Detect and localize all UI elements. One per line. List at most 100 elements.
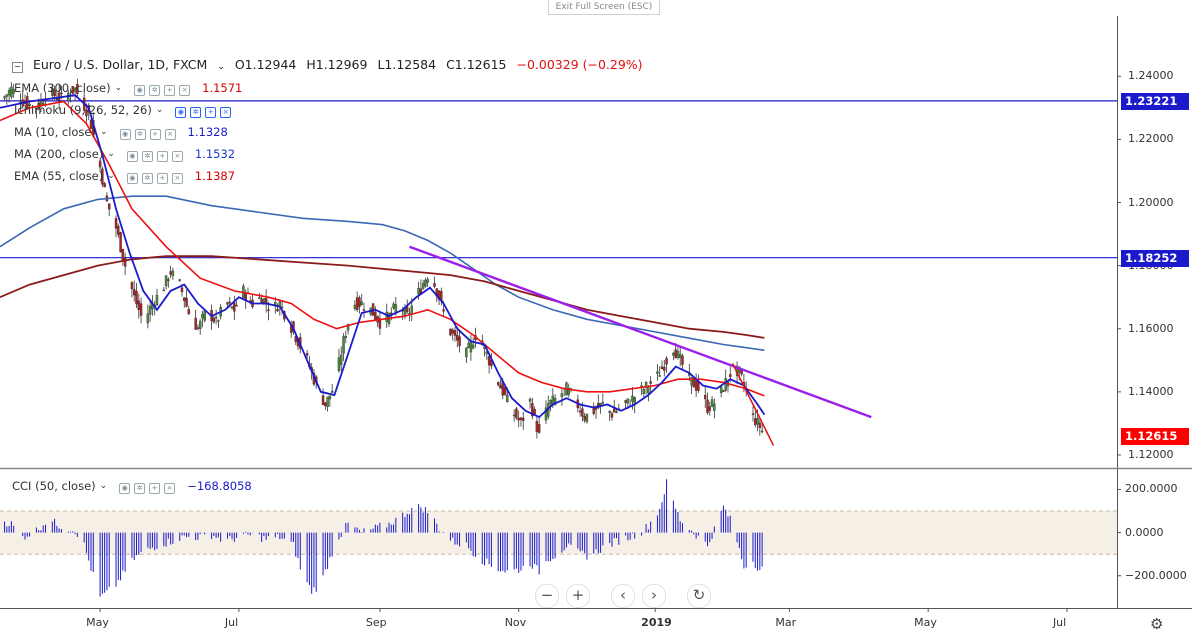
scroll-right-button[interactable]: › <box>642 584 666 608</box>
ohlc-high: H1.12969 <box>306 57 368 72</box>
eye-icon[interactable]: ◉ <box>119 482 131 494</box>
close-icon[interactable]: × <box>179 84 191 96</box>
candle-body <box>119 232 122 253</box>
indicator-label[interactable]: Ichimoku (9, 26, 52, 26) <box>14 103 152 117</box>
scroll-left-button[interactable]: ‹ <box>611 584 635 608</box>
indicator-label[interactable]: MA (200, close) <box>14 147 104 161</box>
candle-body <box>167 279 170 281</box>
cci-legend: CCI (50, close) ⌄ ◉ ✲ + × −168.8058 <box>12 477 256 495</box>
candle-body <box>162 289 166 292</box>
price-tick-label: 1.12000 <box>1128 447 1174 461</box>
candle-body <box>235 305 238 307</box>
chevron-down-icon[interactable]: ⌄ <box>217 62 225 72</box>
candle-body <box>751 413 755 415</box>
top-bar: Exit Full Screen (ESC) <box>0 0 1192 16</box>
chevron-down-icon[interactable]: ⌄ <box>99 127 108 137</box>
add-icon[interactable]: + <box>205 106 217 118</box>
candle-body <box>458 336 461 347</box>
gear-icon[interactable]: ✲ <box>134 482 146 494</box>
gear-icon[interactable]: ✲ <box>141 150 153 162</box>
candle-body <box>178 279 181 281</box>
eye-icon[interactable]: ◉ <box>134 84 146 96</box>
close-icon[interactable]: × <box>171 172 183 184</box>
indicator-label[interactable]: EMA (300, close) <box>14 81 111 95</box>
candle-body <box>328 395 332 400</box>
add-icon[interactable]: + <box>156 150 168 162</box>
candle-body <box>146 313 150 324</box>
candle-body <box>624 400 627 403</box>
cci-label[interactable]: CCI (50, close) <box>12 479 96 493</box>
candle-body <box>169 271 172 275</box>
candle-body <box>214 316 218 319</box>
eye-icon[interactable]: ◉ <box>119 128 131 140</box>
candle-body <box>12 89 15 94</box>
indicator-label[interactable]: MA (10, close) <box>14 125 96 139</box>
collapse-icon[interactable]: − <box>12 62 23 73</box>
eye-icon[interactable]: ◉ <box>175 106 187 118</box>
candle-body <box>3 96 6 99</box>
candle-body <box>647 387 650 394</box>
add-icon[interactable]: + <box>149 482 161 494</box>
indicator-row[interactable]: Ichimoku (9, 26, 52, 26) ⌄ ◉ ✲ + × <box>14 101 239 119</box>
candle-body <box>649 381 652 384</box>
candle-body <box>676 351 680 358</box>
candle-body <box>233 302 236 312</box>
indicator-row[interactable]: EMA (300, close) ⌄ ◉ ✲ + × 1.1571 <box>14 79 246 97</box>
candle-body <box>342 336 345 354</box>
add-icon[interactable]: + <box>149 128 161 140</box>
candle-body <box>658 375 661 377</box>
chevron-down-icon[interactable]: ⌄ <box>114 83 123 93</box>
candle-body <box>73 87 77 92</box>
chevron-down-icon[interactable]: ⌄ <box>107 149 115 159</box>
gear-icon[interactable]: ✲ <box>190 106 202 118</box>
close-icon[interactable]: × <box>164 128 176 140</box>
candle-body <box>137 300 140 311</box>
indicator-row[interactable]: EMA (55, close) ⌄ ◉ ✲ + × 1.1387 <box>14 167 239 185</box>
ohlc-low: L1.12584 <box>377 57 437 72</box>
candle-body <box>442 309 445 312</box>
time-tick-label: Nov <box>504 616 527 629</box>
gear-icon[interactable]: ✲ <box>141 172 153 184</box>
candle-body <box>121 248 125 261</box>
chevron-down-icon[interactable]: ⌄ <box>155 105 164 115</box>
candle-body <box>267 309 270 312</box>
candle-body <box>421 283 425 289</box>
ohlc-close: C1.12615 <box>446 57 507 72</box>
candle-body <box>549 400 552 405</box>
add-icon[interactable]: + <box>164 84 176 96</box>
indicator-row[interactable]: MA (200, close) ⌄ ◉ ✲ + × 1.1532 <box>14 145 239 163</box>
candle-body <box>362 309 366 311</box>
add-icon[interactable]: + <box>156 172 168 184</box>
candle-body <box>465 347 468 358</box>
zoom-out-button[interactable]: − <box>535 584 559 608</box>
candle-body <box>337 357 341 371</box>
candle-body <box>665 358 668 365</box>
candle-body <box>117 225 120 235</box>
symbol-name[interactable]: Euro / U.S. Dollar, 1D, FXCM <box>32 57 208 72</box>
indicator-row[interactable]: MA (10, close) ⌄ ◉ ✲ + × 1.1328 <box>14 123 232 141</box>
eye-icon[interactable]: ◉ <box>126 172 138 184</box>
chevron-down-icon[interactable]: ⌄ <box>107 171 115 181</box>
gear-icon[interactable]: ✲ <box>134 128 146 140</box>
cci-tick-label: 200.0000 <box>1125 482 1178 496</box>
exit-fullscreen-button[interactable]: Exit Full Screen (ESC) <box>548 0 660 15</box>
eye-icon[interactable]: ◉ <box>126 150 138 162</box>
close-icon[interactable]: × <box>220 106 232 118</box>
indicator-label[interactable]: EMA (55, close) <box>14 169 104 183</box>
reset-button[interactable]: ↻ <box>687 584 711 608</box>
ema55-line <box>0 100 765 397</box>
candle-body <box>660 366 664 369</box>
candle-body <box>203 310 206 321</box>
price-tag: 1.23221 <box>1121 92 1189 110</box>
indicator-value: 1.1328 <box>187 125 228 139</box>
zoom-in-button[interactable]: + <box>566 584 590 608</box>
chevron-down-icon[interactable]: ⌄ <box>99 481 108 491</box>
close-icon[interactable]: × <box>164 482 176 494</box>
gear-icon[interactable]: ✲ <box>149 84 161 96</box>
candle-body <box>694 380 698 391</box>
candle-body <box>346 324 350 331</box>
gear-icon[interactable]: ⚙ <box>1150 615 1164 633</box>
candle-body <box>567 387 570 395</box>
close-icon[interactable]: × <box>171 150 183 162</box>
